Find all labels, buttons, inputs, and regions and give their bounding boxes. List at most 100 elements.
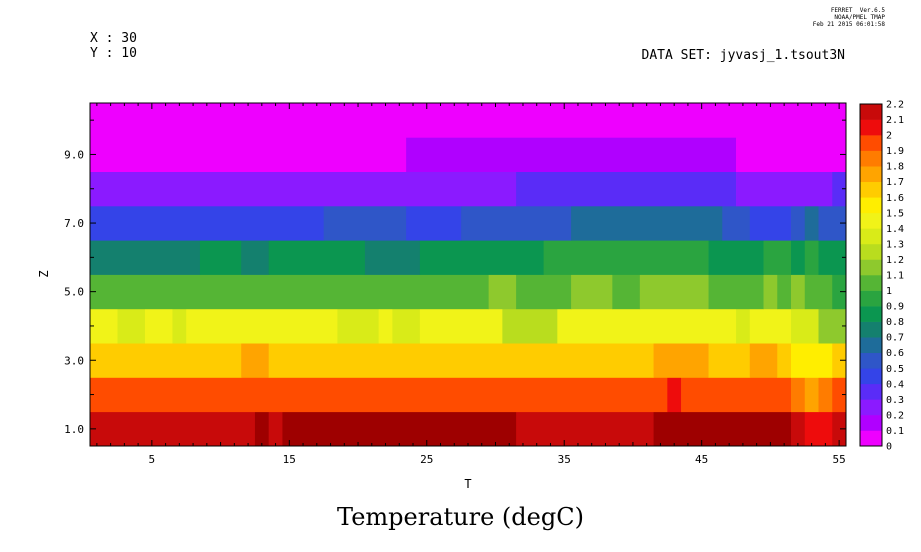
- heatmap-cell: [667, 377, 682, 413]
- y-tick-label: 7.0: [64, 217, 84, 230]
- x-tick-label: 25: [420, 453, 433, 466]
- x-axis-label: T: [464, 477, 471, 491]
- colorbar-label: 0.5: [886, 364, 904, 375]
- colorbar-label: 2.2: [886, 100, 904, 111]
- heatmap-cell: [804, 377, 819, 413]
- heatmap-cell: [90, 137, 407, 172]
- heatmap-cell: [117, 308, 146, 344]
- heatmap-cell: [516, 171, 737, 207]
- colorbar-swatch: [860, 321, 882, 338]
- x-tick-label: 35: [558, 453, 571, 466]
- heatmap-cell: [488, 274, 517, 310]
- heatmap-cell: [791, 411, 806, 447]
- heatmap-cell: [736, 137, 847, 172]
- heatmap-cell: [681, 377, 792, 413]
- heatmap-cell: [708, 240, 764, 275]
- heatmap-cell: [254, 411, 270, 447]
- heatmap-cell: [199, 240, 242, 275]
- colorbar-frame: [859, 103, 883, 447]
- colorbar: 0 0.1 0.2 0.3 0.4 0.5 0.6 0.7 0.8 0.9 1 1.1 1.2 1.3 1.…: [859, 100, 904, 453]
- heatmap-cell: [268, 411, 283, 447]
- colorbar-label: 2: [886, 131, 892, 142]
- heatmap-cell: [832, 171, 847, 207]
- heatmap-cell: [832, 377, 847, 413]
- heatmap-cell: [90, 171, 517, 207]
- x-info: X : 30: [90, 31, 137, 46]
- heatmap-cell: [241, 240, 270, 275]
- heatmap-cell: [749, 308, 792, 344]
- y-tick-label: 9.0: [64, 148, 84, 161]
- colorbar-swatch: [860, 135, 882, 151]
- heatmap-cell: [90, 103, 847, 138]
- colorbar-swatch: [860, 243, 882, 260]
- heatmap-cell: [653, 411, 792, 447]
- y-tick-label: 1.0: [64, 423, 84, 436]
- colorbar-label: 0.4: [886, 379, 904, 390]
- heatmap-cell: [818, 240, 847, 275]
- heatmap-cell: [804, 205, 819, 241]
- heatmap-cell: [172, 308, 187, 344]
- heatmap-cell: [736, 171, 833, 207]
- heatmap-cell: [708, 274, 764, 310]
- heatmap-cell: [832, 411, 847, 447]
- heatmap-cell: [543, 240, 709, 275]
- heatmap-cell: [736, 308, 751, 344]
- colorbar-swatch: [860, 104, 882, 120]
- y-axis-ticks: 1.0 3.0 5.0 7.0 9.0: [64, 119, 846, 436]
- colorbar-label: 0.3: [886, 395, 904, 406]
- colorbar-label: 0: [886, 442, 892, 453]
- heatmap-cell: [90, 308, 118, 344]
- heatmap-cell: [392, 308, 421, 344]
- colorbar-label: 1.6: [886, 193, 904, 204]
- colorbar-label: 1.8: [886, 162, 904, 173]
- heatmap-cell: [90, 343, 242, 378]
- colorbar-swatch: [860, 212, 882, 229]
- ferret-date: Feb 21 2015 06:01:58: [812, 21, 885, 28]
- colorbar-label: 0.1: [886, 426, 904, 437]
- x-tick-label: 15: [283, 453, 296, 466]
- ferret-org: NOAA/PMEL TMAP: [834, 14, 885, 21]
- heatmap-cell: [268, 240, 366, 275]
- heatmap-cell: [557, 308, 737, 344]
- heatmap-cell: [818, 377, 833, 413]
- colorbar-swatch: [860, 337, 882, 354]
- heatmap-cell: [708, 343, 751, 378]
- colorbar-swatch: [860, 430, 882, 447]
- heatmap-cell: [516, 274, 572, 310]
- heatmap-cell: [639, 274, 709, 310]
- heatmap-cell: [268, 343, 654, 378]
- heatmap-cell: [90, 411, 256, 447]
- colorbar-swatch: [860, 119, 882, 136]
- colorbar-label: 2.1: [886, 115, 904, 126]
- colorbar-swatch: [860, 228, 882, 245]
- colorbar-label: 0.6: [886, 348, 904, 359]
- dataset-label: DATA SET: jyvasj_1.tsout3N: [641, 48, 846, 63]
- colorbar-label: 1.3: [886, 239, 904, 250]
- heatmap-cell: [337, 308, 380, 344]
- heatmap-cell: [818, 308, 847, 344]
- colorbar-label: 0.9: [886, 302, 904, 313]
- heatmap-cell: [419, 240, 544, 275]
- colorbar-swatch: [860, 306, 882, 322]
- x-tick-label: 5: [149, 453, 156, 466]
- y-tick-label: 5.0: [64, 286, 84, 299]
- heatmap-cell: [186, 308, 338, 344]
- heatmap-cell: [144, 308, 173, 344]
- heatmap-cell: [653, 343, 709, 378]
- colorbar-swatch: [860, 259, 882, 276]
- x-tick-label: 45: [695, 453, 708, 466]
- heatmap-cell: [804, 411, 833, 447]
- heatmap-cell: [282, 411, 517, 447]
- heatmap-cell: [832, 343, 847, 378]
- colorbar-label: 0.2: [886, 410, 904, 421]
- y-axis-label: Z: [37, 270, 51, 277]
- colorbar-swatch: [860, 399, 882, 416]
- colorbar-label: 0.7: [886, 333, 904, 344]
- heatmap-cell: [763, 274, 778, 310]
- colorbar-label: 1.7: [886, 177, 904, 188]
- heatmap-cell: [791, 240, 806, 275]
- heatmap-cells: [90, 103, 847, 447]
- y-info: Y : 10: [90, 46, 137, 61]
- colorbar-label: 1.1: [886, 271, 904, 282]
- heatmap-cell: [612, 274, 641, 310]
